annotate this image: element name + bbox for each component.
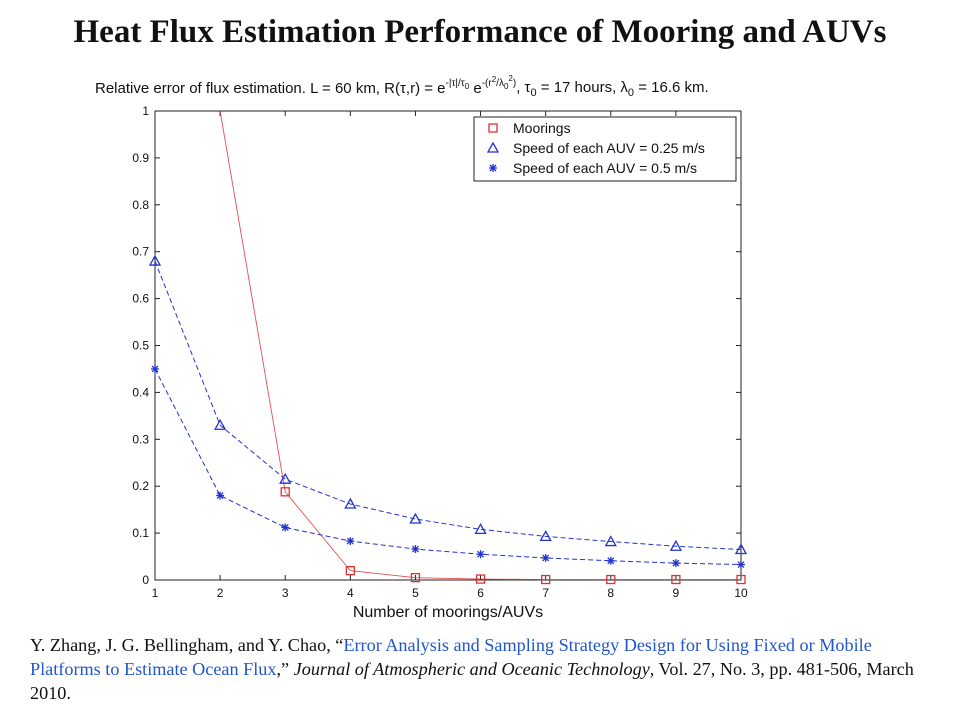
series-0-point: [345, 565, 355, 576]
y-tick-label: 0.7: [132, 245, 149, 259]
x-tick-label: 7: [542, 586, 549, 600]
series-1-point: [669, 539, 682, 551]
series-lines: [155, 111, 741, 580]
chart: Relative error of flux estimation. L = 6…: [95, 74, 748, 621]
series-markers: [148, 254, 748, 585]
x-tick-label: 1: [152, 586, 159, 600]
x-tick-label: 8: [607, 586, 614, 600]
series-1-point: [734, 543, 748, 555]
x-axis-label: Number of moorings/AUVs: [353, 604, 543, 621]
series-line-1: [155, 260, 741, 551]
y-tick-label: 0.4: [132, 385, 149, 399]
series-2-point: [281, 523, 290, 532]
legend-label-auv-05: Speed of each AUV = 0.5 m/s: [513, 160, 697, 176]
x-tick-label: 3: [282, 586, 289, 600]
y-tick-label: 0.9: [132, 151, 149, 165]
y-tick-label: 0: [142, 573, 149, 587]
legend-marker-2: [489, 164, 497, 172]
series-line-2: [155, 368, 741, 566]
series-1-point: [279, 472, 292, 484]
series-0-point: [410, 573, 421, 583]
series-0-point: [671, 574, 681, 585]
series-2-point: [541, 553, 550, 562]
series-0-point: [280, 487, 290, 497]
y-tick-label: 0.2: [132, 479, 149, 493]
legend-label-auv-025: Speed of each AUV = 0.25 m/s: [513, 140, 705, 156]
series-2-point: [606, 556, 615, 565]
series-1-point: [409, 512, 422, 524]
series-2-point: [411, 545, 420, 554]
legend-marker-1: [486, 141, 500, 153]
citation-journal: Journal of Atmospheric and Oceanic Techn…: [293, 659, 650, 679]
series-0-point: [541, 574, 551, 585]
series-1-point: [539, 530, 552, 542]
axis-ticks: 1 2 3 4 5 6 7 8 9 10 0 0.1 0.2 0.3 0.4 0.5 0.6 0.7 0.8 0.9 1: [132, 104, 748, 600]
y-tick-label: 0.8: [132, 198, 149, 212]
citation-title: Error Analysis and Sampling Strategy Des…: [30, 635, 872, 679]
citation: Y. Zhang, J. G. Bellingham, and Y. Chao,…: [30, 633, 940, 705]
series-1-point: [604, 535, 617, 547]
x-tick-label: 4: [347, 586, 354, 600]
citation-authors: Y. Zhang, J. G. Bellingham, and Y. Chao,…: [30, 635, 344, 655]
series-1-point: [148, 254, 162, 266]
series-0-point: [606, 574, 616, 585]
legend-box: [473, 116, 737, 182]
chart-title: Relative error of flux estimation. L = 6…: [95, 74, 709, 99]
citation-rest: , Vol. 27, No. 3, pp. 481-506, March 201…: [30, 659, 914, 703]
y-tick-label: 0.3: [132, 432, 149, 446]
series-line-0: [219, 111, 741, 580]
series-1-point: [474, 523, 487, 534]
y-tick-label: 0.1: [132, 526, 149, 540]
series-1-point: [344, 497, 357, 509]
x-tick-label: 10: [734, 586, 748, 600]
legend: Moorings Speed of each AUV = 0.25 m/s Sp…: [473, 116, 737, 182]
citation-after-title: ,”: [276, 659, 294, 679]
x-tick-label: 9: [673, 586, 680, 600]
series-2-point: [737, 560, 745, 569]
y-tick-label: 0.5: [132, 339, 149, 353]
series-2-point: [216, 491, 225, 500]
slide-title: Heat Flux Estimation Performance of Moor…: [73, 14, 887, 50]
series-2-point: [476, 550, 485, 559]
x-tick-label: 5: [412, 586, 419, 600]
legend-label-moorings: Moorings: [513, 120, 571, 136]
series-2-point: [671, 559, 680, 568]
x-tick-label: 2: [217, 586, 224, 600]
series-2-point: [346, 537, 355, 546]
y-tick-label: 0.6: [132, 292, 149, 306]
y-tick-label: 1: [142, 104, 149, 118]
series-0-point: [736, 574, 746, 585]
series-2-point: [151, 364, 159, 373]
legend-marker-0: [488, 123, 498, 133]
x-tick-label: 6: [477, 586, 484, 600]
series-1-point: [214, 418, 227, 430]
series-0-point: [475, 574, 486, 584]
